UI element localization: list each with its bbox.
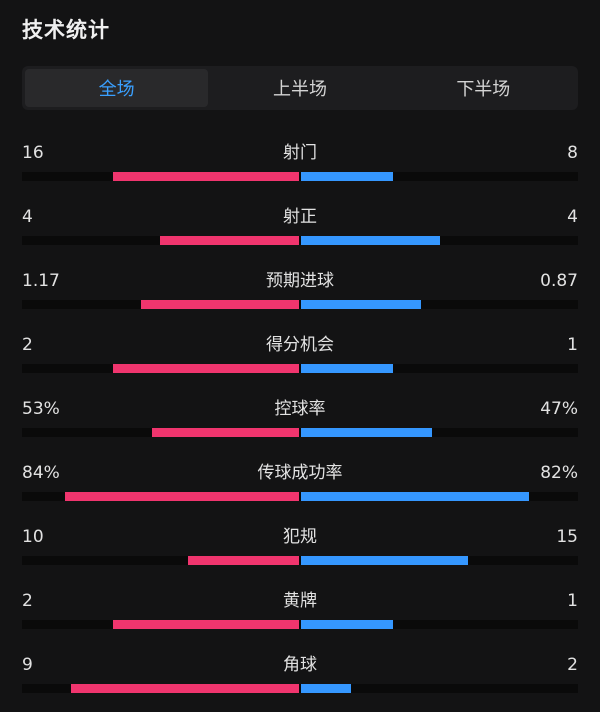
stat-row: 9 角球 2 [22,642,578,706]
stat-row: 4 射正 4 [22,194,578,258]
tab-full-match[interactable]: 全场 [25,69,209,107]
away-bar [301,620,393,629]
away-bar [301,364,393,373]
home-value: 53% [22,399,60,419]
tab-first-half[interactable]: 上半场 [272,79,327,100]
home-value: 2 [22,335,33,355]
stat-row: 53% 控球率 47% [22,386,578,450]
away-value: 2 [567,655,578,675]
stat-bar-track [22,556,578,565]
stat-row: 1.17 预期进球 0.87 [22,258,578,322]
home-value: 10 [22,527,44,547]
tab-second-half[interactable]: 下半场 [456,79,511,100]
stat-label: 角球 [283,655,317,675]
period-tabs: 全场 上半场 下半场 [22,66,578,110]
home-value: 1.17 [22,271,60,291]
home-bar [160,236,299,245]
stat-label: 得分机会 [266,335,334,355]
stat-row: 16 射门 8 [22,130,578,194]
stat-label: 预期进球 [266,271,334,291]
home-bar [188,556,299,565]
away-bar [301,492,529,501]
stat-bar-track [22,428,578,437]
stat-bar-track [22,620,578,629]
home-bar [113,364,299,373]
stats-list: 16 射门 8 4 射正 4 1.17 预期进球 0.87 2 得分机会 1 53% 控球率 47% 84% 传… [22,130,578,706]
away-value: 15 [556,527,578,547]
stat-bar-track [22,684,578,693]
stat-row: 10 犯规 15 [22,514,578,578]
home-bar [113,620,299,629]
home-value: 2 [22,591,33,611]
stat-label: 犯规 [283,527,317,547]
home-bar [113,172,299,181]
away-value: 47% [540,399,578,419]
away-bar [301,428,432,437]
away-bar [301,556,468,565]
home-value: 4 [22,207,33,227]
away-value: 4 [567,207,578,227]
away-value: 0.87 [540,271,578,291]
home-value: 9 [22,655,33,675]
stat-bar-track [22,492,578,501]
home-value: 84% [22,463,60,483]
away-value: 8 [567,143,578,163]
away-bar [301,236,440,245]
home-bar [65,492,299,501]
home-value: 16 [22,143,44,163]
stat-label: 传球成功率 [257,463,343,483]
stat-row: 2 得分机会 1 [22,322,578,386]
stat-row: 84% 传球成功率 82% [22,450,578,514]
away-bar [301,172,393,181]
away-value: 1 [567,335,578,355]
away-value: 82% [540,463,578,483]
stat-label: 控球率 [274,399,326,419]
home-bar [152,428,299,437]
stat-bar-track [22,364,578,373]
stat-label: 射正 [283,207,317,227]
stat-label: 黄牌 [283,591,317,611]
stat-bar-track [22,300,578,309]
stat-bar-track [22,172,578,181]
away-bar [301,300,421,309]
home-bar [141,300,299,309]
stat-label: 射门 [283,143,317,163]
away-value: 1 [567,591,578,611]
home-bar [71,684,299,693]
page-title: 技术统计 [22,18,110,42]
away-bar [301,684,351,693]
stat-bar-track [22,236,578,245]
stat-row: 2 黄牌 1 [22,578,578,642]
